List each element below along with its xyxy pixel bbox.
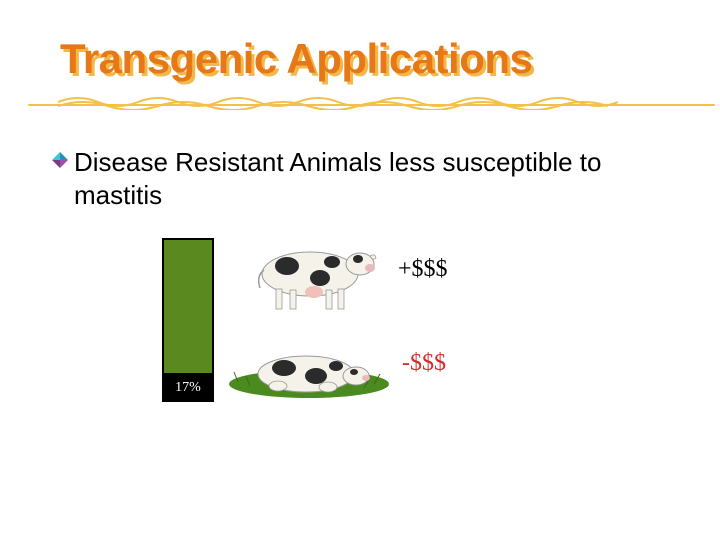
cow-sick-icon — [224, 332, 394, 402]
bar-chart: 17% — [162, 238, 214, 402]
money-loss-label: -$$$ — [402, 350, 446, 377]
diamond-bullet-icon — [52, 152, 68, 168]
figure: 17% +$$$ — [162, 238, 542, 408]
bullet-text: Disease Resistant Animals less susceptib… — [74, 146, 680, 211]
title-underline — [28, 98, 715, 110]
slide-title: Transgenic Applications Transgenic Appli… — [60, 38, 690, 80]
title-text: Transgenic Applications — [60, 35, 532, 82]
bar-fill — [164, 240, 212, 373]
bar-label: 17% — [162, 380, 214, 396]
cow-healthy-icon — [232, 234, 382, 314]
money-gain-label: +$$$ — [398, 256, 448, 283]
bullet-item: Disease Resistant Animals less susceptib… — [52, 146, 680, 211]
